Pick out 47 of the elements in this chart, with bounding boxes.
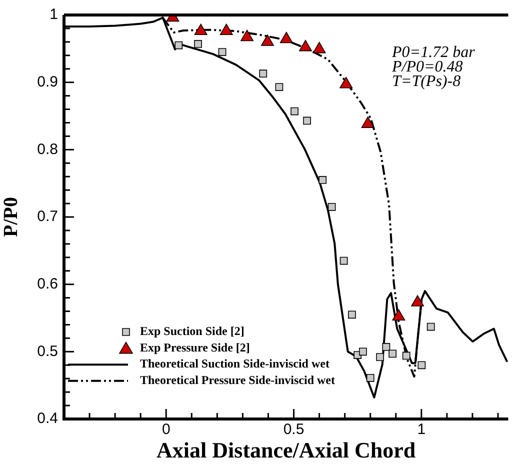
y-axis-title: P/P0 — [0, 197, 22, 237]
x-tick-label: 0 — [162, 421, 170, 438]
point — [240, 30, 254, 42]
point — [194, 24, 208, 36]
point — [259, 70, 268, 78]
y-tick-label: 0.9 — [37, 73, 58, 90]
point — [303, 116, 311, 125]
point — [376, 353, 384, 361]
annotation: T=T(Ps)-8 — [392, 73, 461, 90]
point — [340, 256, 348, 265]
legend-label: Theoretical Pressure Side-inviscid wet — [140, 372, 335, 387]
point — [194, 40, 202, 48]
y-tick-label: 0.4 — [37, 410, 58, 428]
point — [402, 352, 410, 360]
point — [418, 361, 426, 370]
point — [348, 310, 356, 319]
point — [366, 374, 374, 382]
point — [275, 83, 284, 91]
y-tick-label: 0.6 — [37, 275, 58, 292]
point — [388, 350, 396, 358]
x-axis-title: Axial Distance/Axial Chord — [156, 437, 416, 462]
point — [290, 107, 298, 116]
point — [261, 34, 274, 46]
annotation: P0=1.72 bar — [391, 44, 476, 62]
point — [299, 40, 312, 52]
point — [220, 24, 233, 36]
point — [312, 42, 326, 54]
point — [382, 343, 390, 351]
point — [318, 176, 327, 184]
point — [361, 116, 374, 128]
point — [280, 32, 293, 44]
point — [359, 348, 367, 356]
legend-label: Theoretical Suction Side-inviscid wet — [140, 356, 330, 371]
annotation: P/P0=0.48 — [391, 58, 463, 76]
y-tick-label: 0.8 — [37, 140, 58, 158]
y-tick-label: 0.7 — [37, 208, 58, 226]
point — [174, 41, 183, 50]
legend-label: Exp Suction Side [2] — [140, 324, 244, 338]
y-tick-label: 1 — [50, 6, 58, 24]
x-tick-label: 0.5 — [283, 421, 304, 438]
point — [218, 48, 226, 56]
point — [426, 322, 435, 331]
x-tick-label: 1 — [417, 421, 426, 438]
point — [340, 76, 353, 88]
point — [328, 202, 336, 211]
y-tick-label: 0.5 — [37, 342, 58, 360]
legend-label: Exp Pressure Side [2] — [140, 340, 250, 354]
